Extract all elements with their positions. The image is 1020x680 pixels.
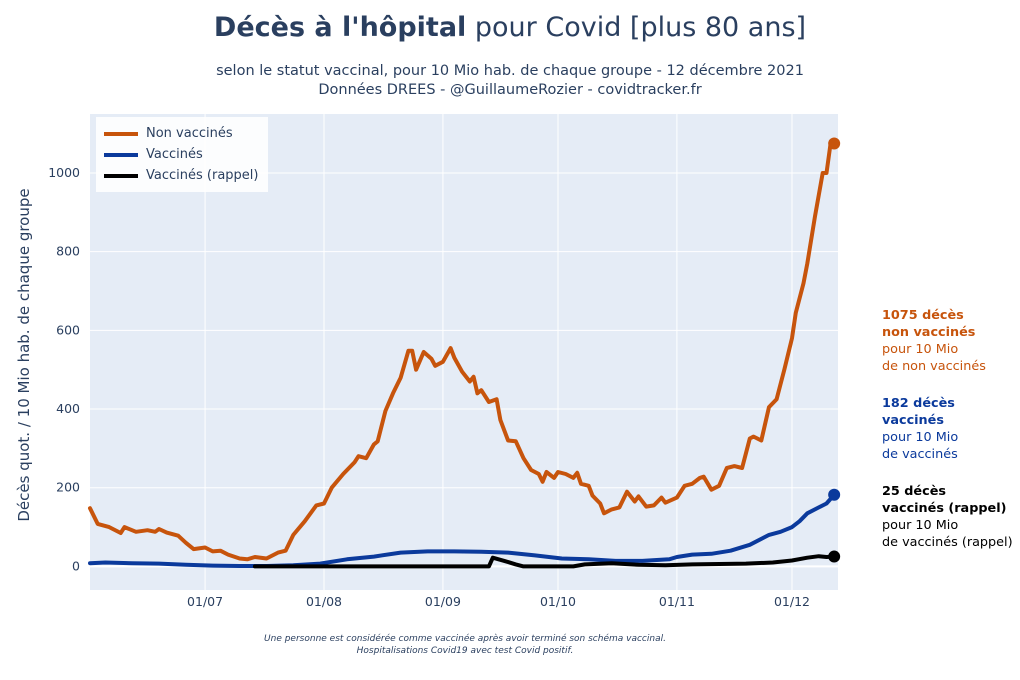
x-tick-label: 01/10	[540, 594, 576, 609]
x-tick-label: 01/12	[774, 594, 810, 609]
legend-item-non-vaccines[interactable]: Non vaccinés	[104, 123, 258, 144]
legend-label: Vaccinés (rappel)	[146, 168, 259, 183]
legend-item-vaccines[interactable]: Vaccinés	[104, 144, 258, 165]
footnote-line-2: Hospitalisations Covid19 avec test Covid…	[356, 646, 574, 656]
subtitle-line-2: Données DREES - @GuillaumeRozier - covid…	[318, 82, 702, 98]
series-end-point-vaccines-rappel	[828, 550, 841, 563]
y-tick-label: 200	[56, 480, 80, 495]
annotation-non-vaccines: 1075 décès non vaccinés pour 10 Mio de n…	[882, 307, 986, 375]
legend-swatch	[104, 152, 138, 157]
series-line-non-vaccines	[88, 141, 837, 562]
annotation-count: 182 décès	[882, 396, 955, 411]
annotation-group: non vaccinés	[882, 325, 976, 340]
series-line-vaccines-rappel	[252, 554, 837, 569]
y-tick-label: 800	[56, 244, 80, 259]
subtitle-line-1: selon le statut vaccinal, pour 10 Mio ha…	[216, 63, 804, 79]
annotation-unit: pour 10 Mio	[882, 342, 959, 357]
annotation-vaccines: 182 décès vaccinés pour 10 Mio de vaccin…	[882, 395, 958, 463]
x-tick-label: 01/09	[425, 594, 461, 609]
series-end-point-vaccines	[828, 488, 841, 501]
annotation-population: de vaccinés (rappel)	[882, 535, 1013, 550]
chart-subtitle: selon le statut vaccinal, pour 10 Mio ha…	[0, 62, 1020, 100]
annotation-rappel: 25 décès vaccinés (rappel) pour 10 Mio d…	[882, 483, 1013, 551]
legend-label: Non vaccinés	[146, 126, 233, 141]
legend-swatch	[104, 173, 138, 178]
annotation-group: vaccinés	[882, 413, 944, 428]
annotation-population: de vaccinés	[882, 447, 958, 462]
annotation-count: 25 décès	[882, 484, 946, 499]
x-tick-label: 01/11	[659, 594, 695, 609]
legend-label: Vaccinés	[146, 147, 203, 162]
y-tick-label: 0	[72, 558, 80, 573]
legend[interactable]: Non vaccinés Vaccinés Vaccinés (rappel)	[96, 117, 269, 192]
annotation-unit: pour 10 Mio	[882, 518, 959, 533]
annotation-group: vaccinés (rappel)	[882, 501, 1007, 516]
x-tick-label: 01/08	[306, 594, 342, 609]
y-tick-label: 1000	[48, 165, 80, 180]
footnote: Une personne est considérée comme vaccin…	[0, 633, 930, 657]
footnote-line-1: Une personne est considérée comme vaccin…	[264, 634, 666, 644]
legend-item-rappel[interactable]: Vaccinés (rappel)	[104, 165, 258, 186]
chart-title: Décès à l'hôpital pour Covid [plus 80 an…	[213, 12, 807, 43]
annotation-population: de non vaccinés	[882, 359, 986, 374]
series-end-point-non-vaccines	[828, 137, 841, 150]
series-line-vaccines	[88, 492, 837, 568]
annotation-count: 1075 décès	[882, 308, 964, 323]
x-tick-label: 01/07	[187, 594, 223, 609]
y-tick-label: 600	[56, 322, 80, 337]
plot-area	[90, 114, 838, 590]
legend-swatch	[104, 131, 138, 136]
y-tick-label: 400	[56, 401, 80, 416]
annotation-unit: pour 10 Mio	[882, 430, 959, 445]
